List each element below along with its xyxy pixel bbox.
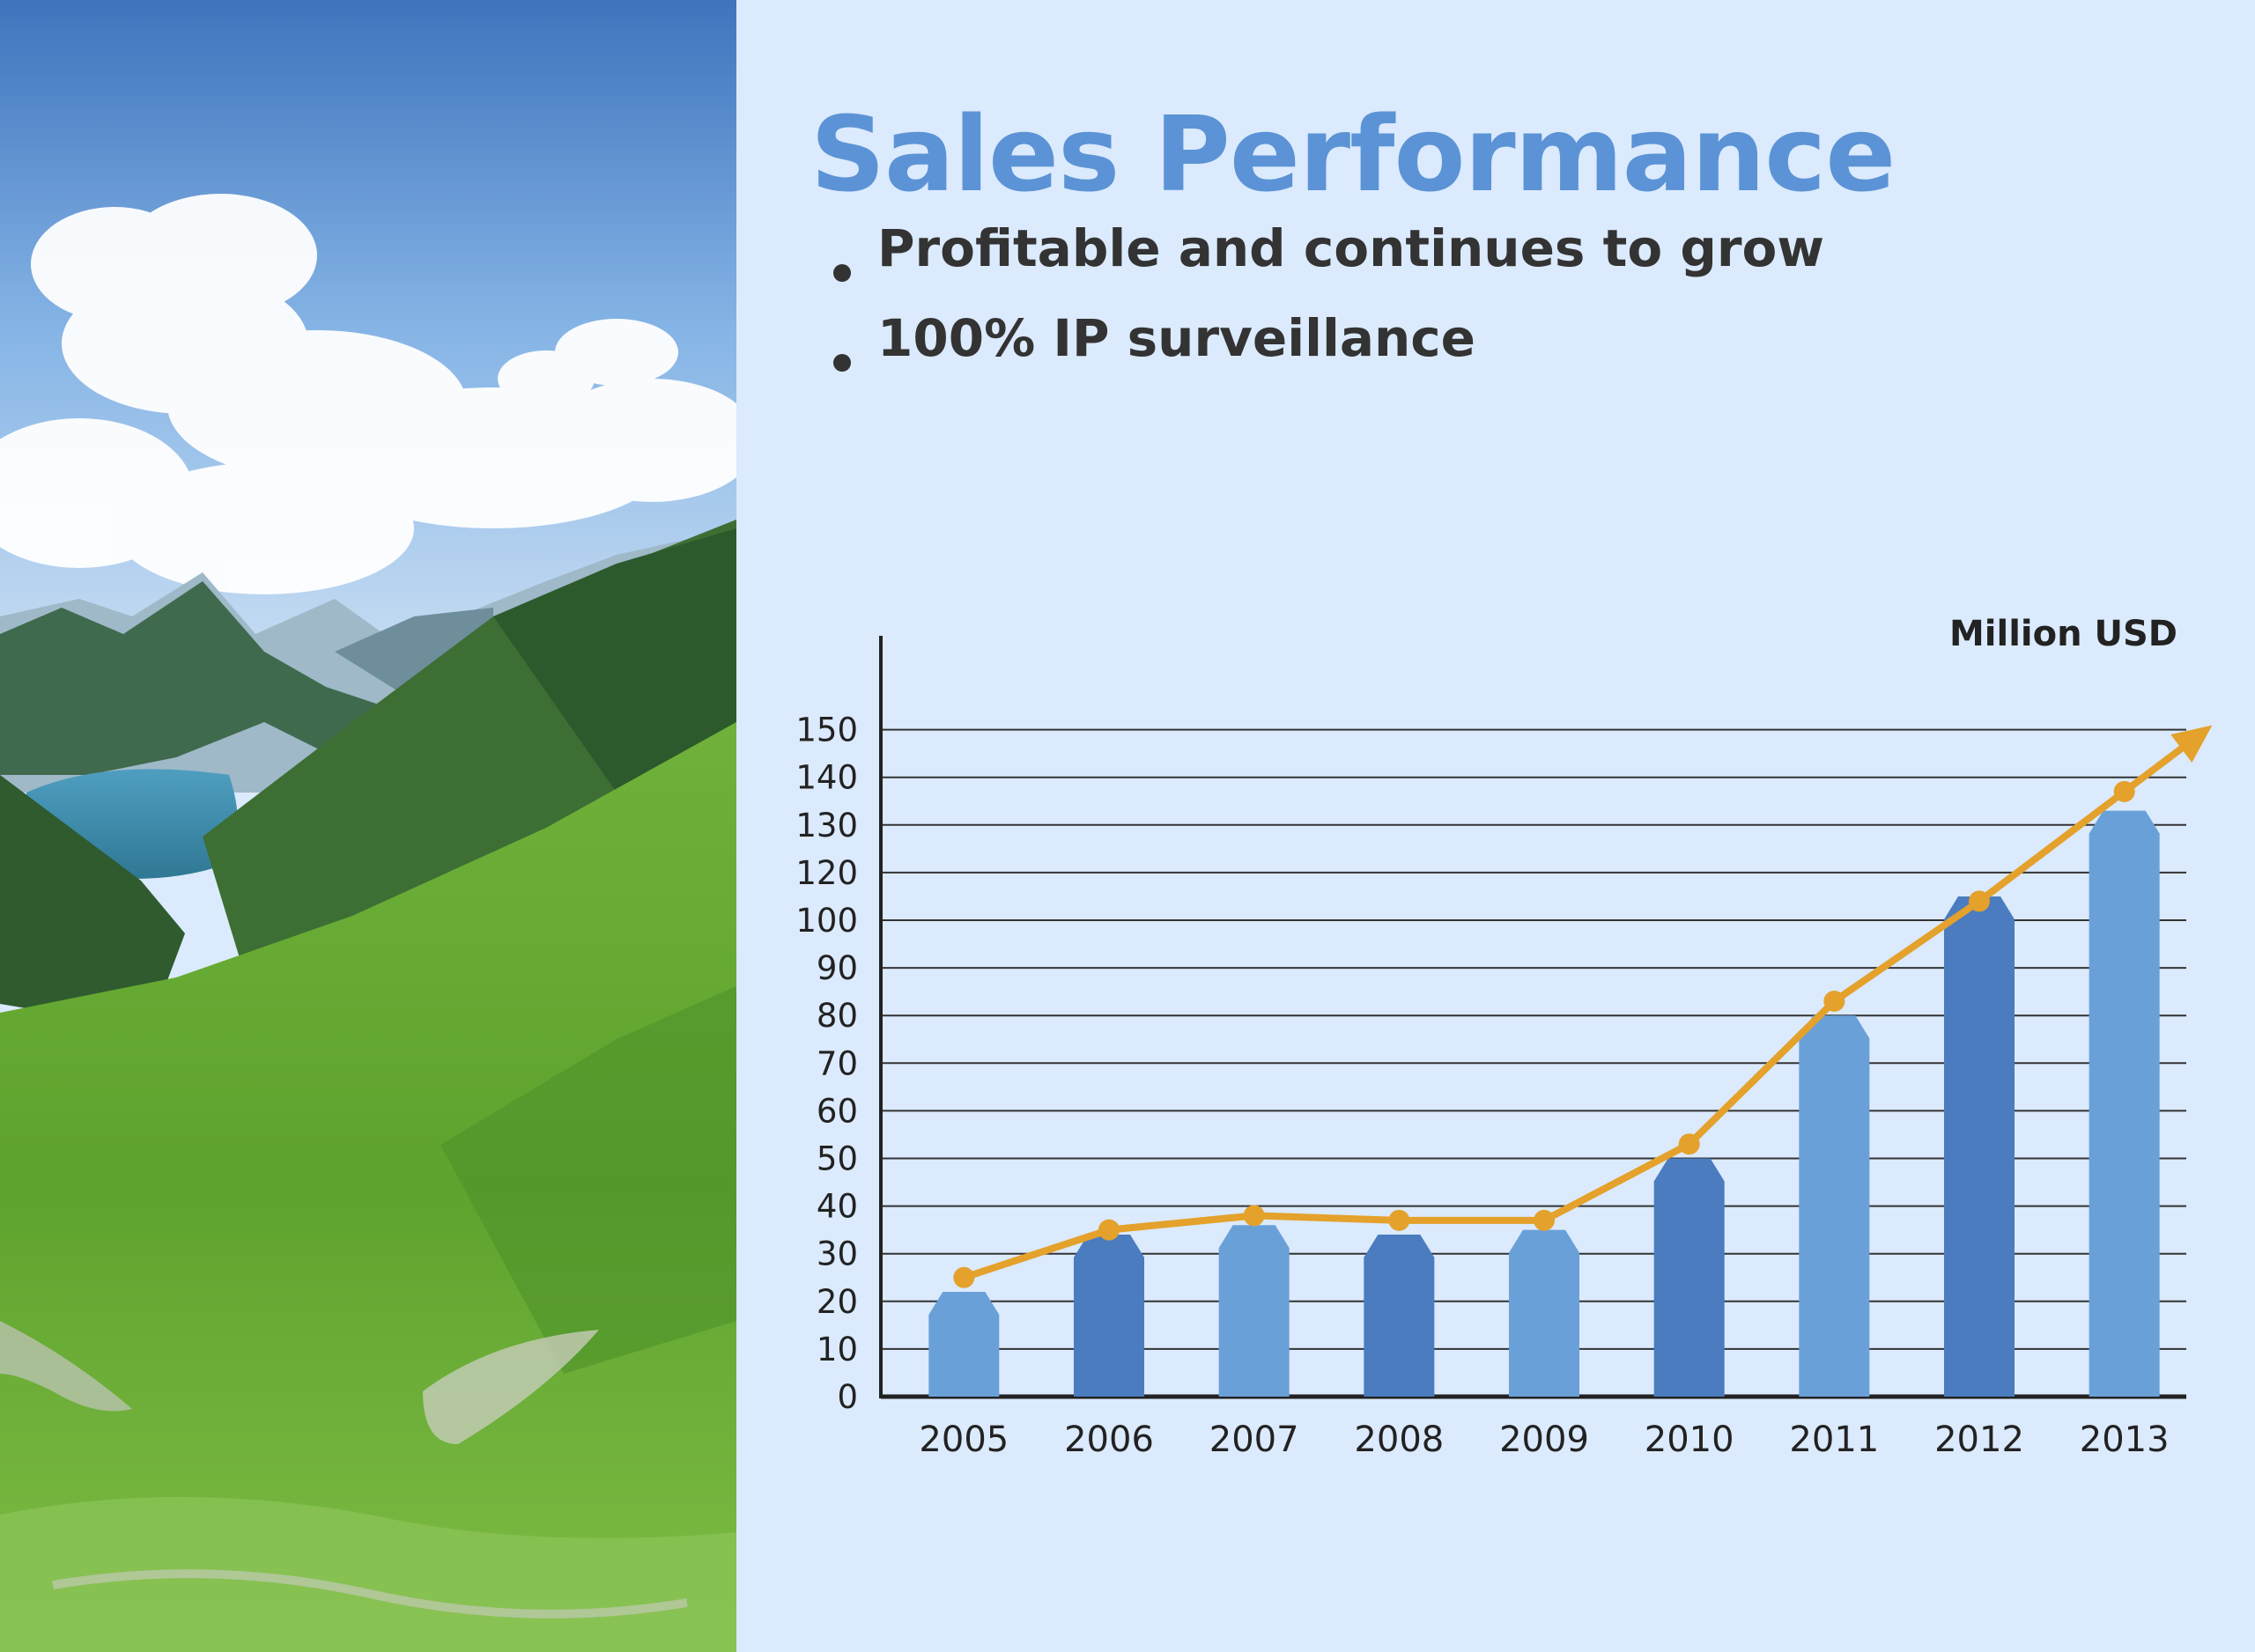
- bullet-item-ip-surveillance: 100% IP surveillance: [833, 308, 1824, 398]
- x-tick-label-2013: 2013: [2080, 1420, 2170, 1460]
- trend-point-2005: [953, 1266, 975, 1288]
- x-tick-label-2011: 2011: [1789, 1420, 1879, 1460]
- bar-2005: [928, 1291, 1000, 1397]
- y-tick-label: 70: [817, 1044, 858, 1082]
- y-tick-label: 0: [837, 1378, 858, 1416]
- trend-point-2007: [1243, 1205, 1265, 1227]
- trend-point-2008: [1388, 1209, 1410, 1231]
- trend-point-2006: [1098, 1219, 1120, 1241]
- y-tick-label: 20: [817, 1283, 858, 1321]
- slide-content: Sales Performance Profitable and continu…: [736, 0, 2255, 1652]
- y-tick-label: 90: [817, 949, 858, 987]
- trend-line-group: [953, 725, 2213, 1288]
- bar-2009: [1509, 1229, 1579, 1397]
- slide-title: Sales Performance: [810, 93, 1896, 215]
- y-tick-label: 140: [795, 759, 858, 797]
- bar-2012: [1944, 896, 2015, 1397]
- x-tick-label-2012: 2012: [1934, 1420, 2024, 1460]
- y-tick-label: 10: [817, 1331, 858, 1368]
- y-tick-label: 80: [817, 997, 858, 1035]
- trend-point-2011: [1823, 990, 1845, 1012]
- bar-2010: [1653, 1158, 1725, 1397]
- bar-2013: [2089, 810, 2160, 1397]
- chart-bars: [928, 810, 2160, 1397]
- bar-2006: [1074, 1235, 1144, 1397]
- bar-2007: [1218, 1225, 1290, 1397]
- y-tick-label: 50: [817, 1140, 858, 1178]
- trend-arrowhead: [2170, 725, 2213, 763]
- mountain-landscape-photo: [0, 0, 736, 1652]
- x-tick-label-2010: 2010: [1645, 1420, 1734, 1460]
- y-tick-label: 40: [817, 1188, 858, 1226]
- bar-2008: [1364, 1235, 1435, 1397]
- x-tick-label-2008: 2008: [1354, 1420, 1444, 1460]
- x-tick-label-2009: 2009: [1499, 1420, 1589, 1460]
- trend-point-2010: [1678, 1133, 1700, 1155]
- trend-line: [963, 738, 2193, 1281]
- y-tick-label: 120: [795, 854, 858, 892]
- y-tick-label: 60: [817, 1092, 858, 1130]
- bar-2011: [1799, 1015, 1870, 1397]
- y-tick-label: 130: [795, 807, 858, 844]
- x-tick-labels: 2005 2006 2007 2008 2009 2010 2011 2012 2013: [919, 1420, 2169, 1460]
- bullet-item-profitable: Profitable and continues to grow: [833, 218, 1824, 308]
- y-tick-label: 150: [795, 712, 858, 749]
- x-tick-label-2005: 2005: [919, 1420, 1009, 1460]
- bullet-list: Profitable and continues to grow 100% IP…: [833, 218, 1824, 398]
- trend-point-2012: [1969, 890, 1990, 912]
- x-tick-label-2006: 2006: [1064, 1420, 1154, 1460]
- x-tick-label-2007: 2007: [1209, 1420, 1299, 1460]
- trend-point-2013: [2113, 780, 2135, 802]
- y-tick-labels: 0 10 20 30 40 50 60 70 80 90 100 120 130 140 150: [795, 712, 858, 1416]
- y-tick-label: 100: [795, 902, 858, 940]
- trend-point-2009: [1534, 1209, 1555, 1231]
- unit-label: Million USD: [1949, 614, 2177, 654]
- y-tick-label: 30: [817, 1235, 858, 1273]
